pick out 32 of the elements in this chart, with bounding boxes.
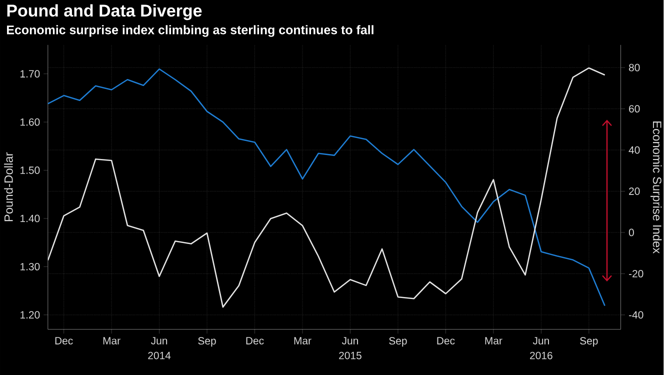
text: 2014: [148, 352, 171, 360]
y-tick-label: 1.70: [20, 70, 40, 78]
y2-tick-label: 60: [629, 104, 640, 112]
x-tick-label: Mar: [485, 337, 502, 344]
chart-subtitle: Economic surprise index climbing as sterling continues to fall: [7, 25, 374, 37]
y2-tick-label: 40: [628, 146, 640, 154]
y-tick-label: 1.40: [20, 214, 40, 222]
y-tick-label: 1.30: [20, 262, 40, 270]
y-tick-label: 1.60: [20, 118, 40, 126]
x-tick-label: Jun: [150, 337, 168, 344]
y2-tick-label: 80: [628, 64, 640, 72]
y-tick-label: 1.50: [20, 166, 40, 174]
text: 2016: [530, 352, 552, 360]
x-tick-label: Mar: [294, 337, 312, 344]
x-tick-label: Jun: [532, 337, 549, 344]
y2-tick-label: 20: [629, 187, 640, 195]
y-tick-label: 1.20: [20, 311, 40, 318]
x-tick-label: Dec: [55, 337, 73, 344]
x-tick-label: Sep: [198, 337, 216, 346]
y-axis-title: Pound-Dollar: [4, 152, 13, 221]
y2-tick-label: -40: [628, 311, 644, 319]
x-tick-label: Jun: [342, 337, 358, 344]
chart-title: Pound and Data Diverge: [7, 4, 202, 20]
y2-tick-label: 0: [628, 228, 634, 236]
y2-axis-title: Economic Surprise Index: [650, 121, 662, 254]
y2-tick-label: -20: [628, 270, 644, 278]
text: 2015: [339, 352, 362, 360]
x-tick-label: Mar: [103, 337, 120, 344]
x-tick-label: Dec: [437, 337, 455, 344]
x-tick-label: Dec: [246, 337, 264, 344]
x-tick-label: Sep: [580, 337, 598, 346]
x-tick-label: Sep: [389, 337, 407, 346]
